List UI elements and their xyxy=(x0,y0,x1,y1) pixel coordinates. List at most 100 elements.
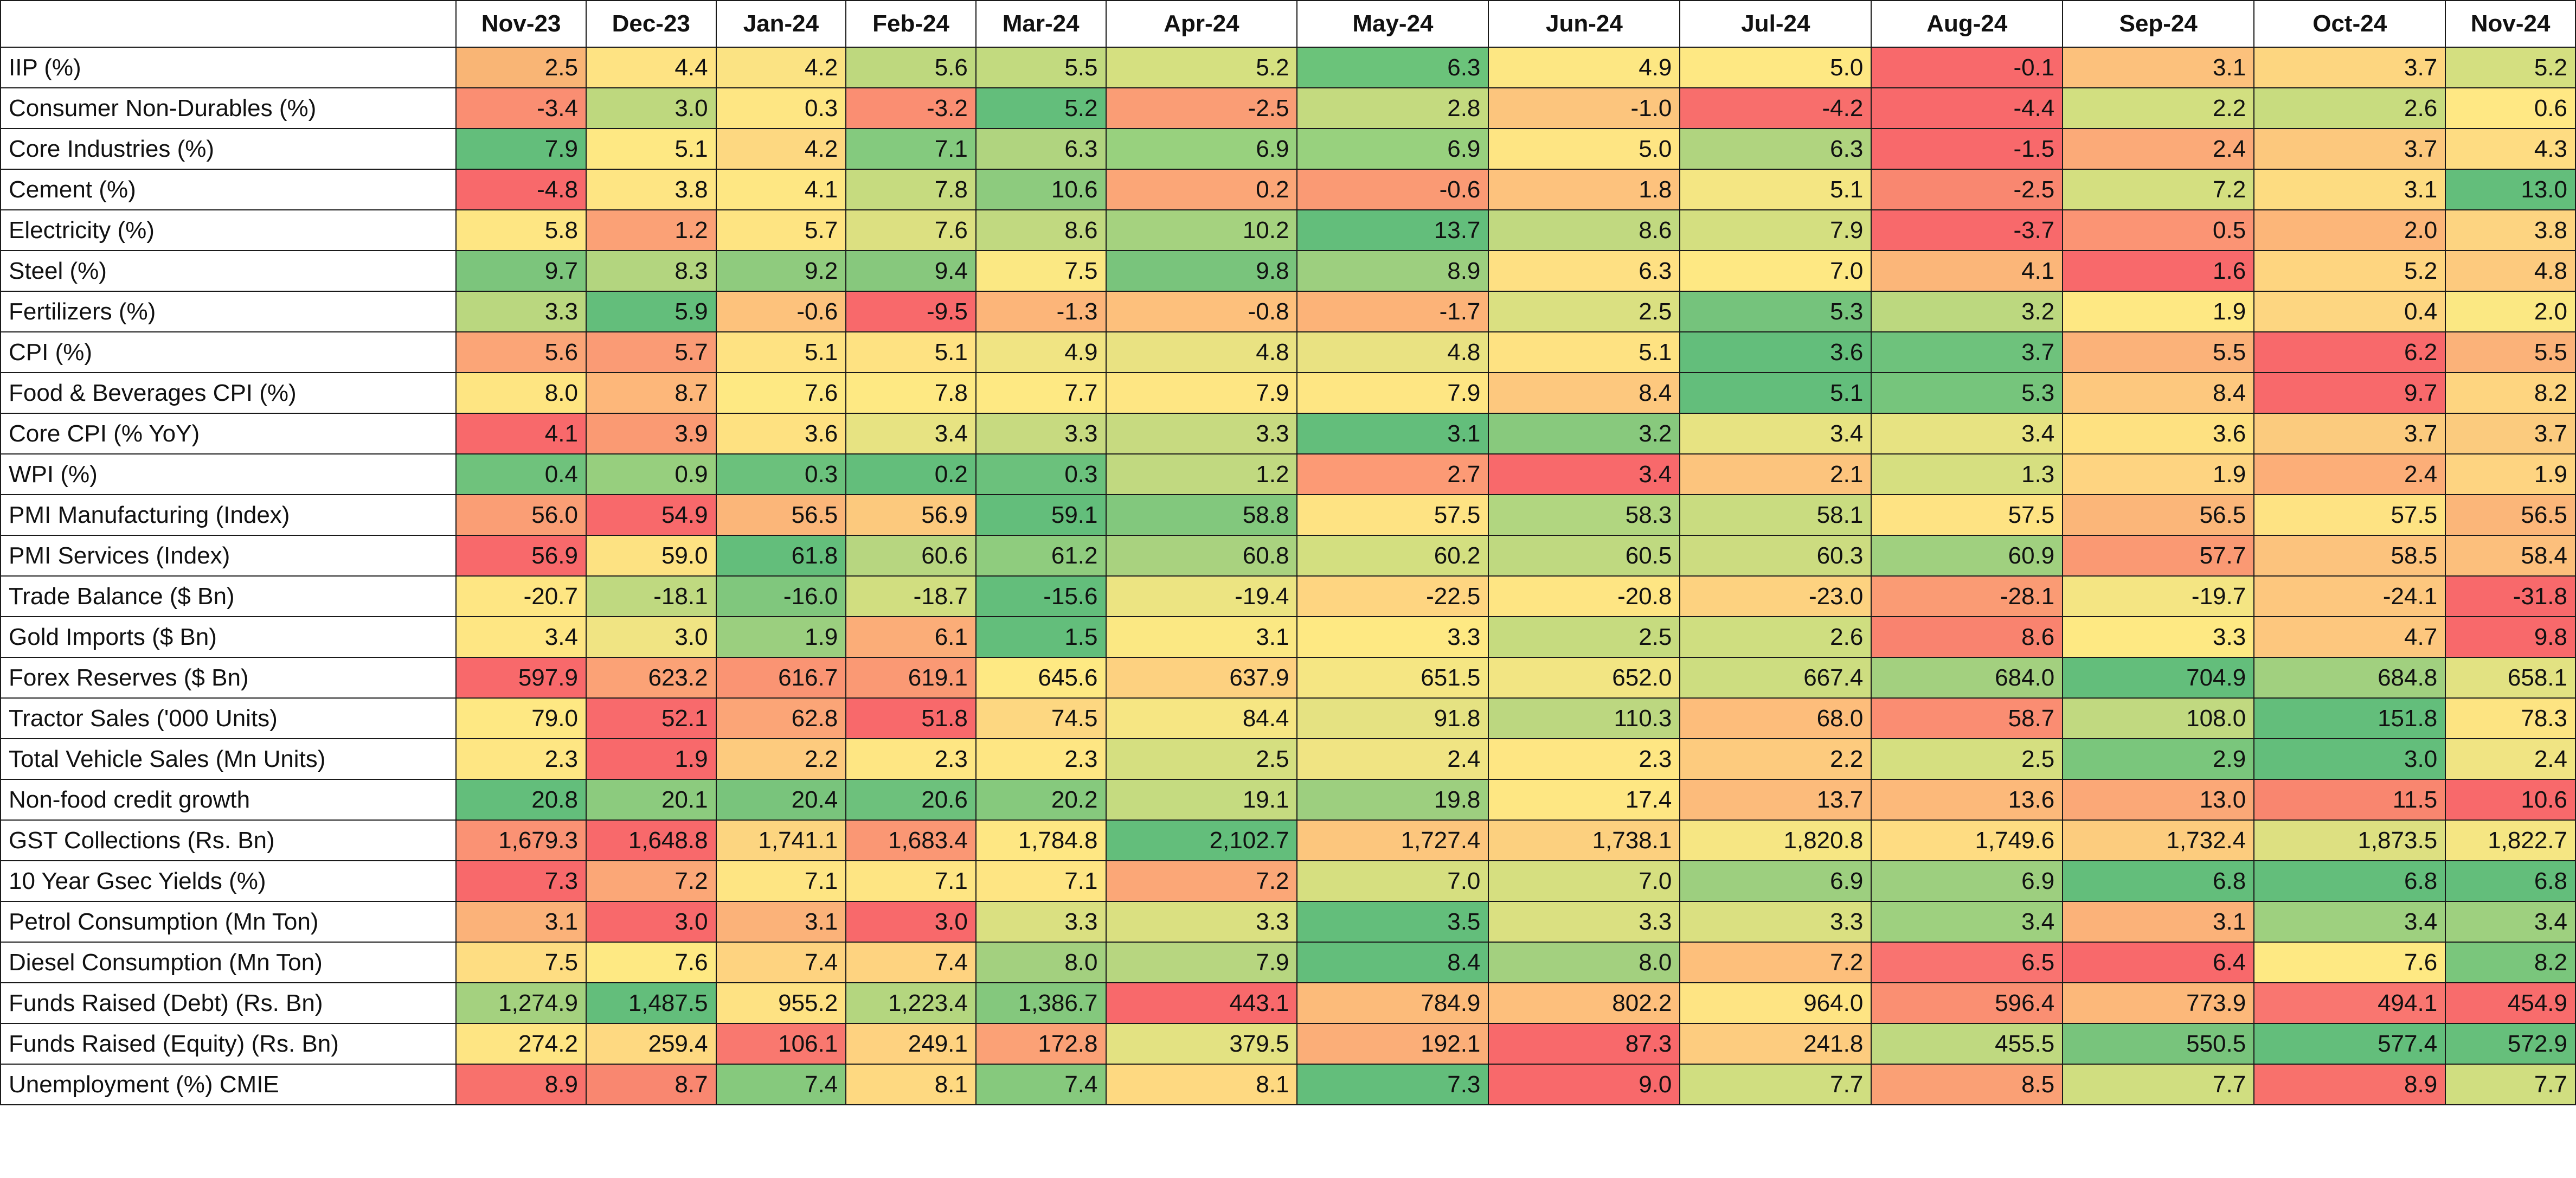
value-cell: 7.7 xyxy=(975,372,1107,414)
value-cell: 658.1 xyxy=(2445,657,2576,699)
value-cell: 0.2 xyxy=(845,453,977,495)
value-cell: 58.1 xyxy=(1679,494,1872,536)
value-cell: 1,274.9 xyxy=(455,982,587,1024)
indicator-row: Diesel Consumption (Mn Ton) 7.5 7.6 7.4 7.4 8… xyxy=(0,942,2576,983)
value-cell: 1.6 xyxy=(2062,250,2255,292)
value-cell: 3.4 xyxy=(1871,901,2064,943)
value-cell: 20.2 xyxy=(975,779,1107,821)
value-cell: 1,223.4 xyxy=(845,982,977,1024)
value-cell: 7.2 xyxy=(585,860,717,902)
value-cell: 9.2 xyxy=(715,250,847,292)
value-cell: 7.4 xyxy=(845,942,977,983)
value-cell: 2.3 xyxy=(1488,738,1681,780)
value-cell: 8.2 xyxy=(2445,372,2576,414)
value-cell: -0.6 xyxy=(1296,169,1489,210)
value-cell: 1,741.1 xyxy=(715,820,847,861)
value-cell: 6.8 xyxy=(2445,860,2576,902)
value-cell: 3.2 xyxy=(1871,291,2064,332)
value-cell: 5.2 xyxy=(975,87,1107,129)
value-cell: 10.2 xyxy=(1105,209,1298,251)
value-cell: 1,386.7 xyxy=(975,982,1107,1024)
value-cell: 619.1 xyxy=(845,657,977,699)
value-cell: 5.8 xyxy=(455,209,587,251)
value-cell: 7.3 xyxy=(1296,1064,1489,1105)
value-cell: 13.0 xyxy=(2062,779,2255,821)
value-cell: 11.5 xyxy=(2253,779,2446,821)
value-cell: 5.7 xyxy=(715,209,847,251)
value-cell: 4.8 xyxy=(2445,250,2576,292)
value-cell: 5.1 xyxy=(845,331,977,373)
value-cell: 3.0 xyxy=(585,87,717,129)
indicator-name: Core CPI (% YoY) xyxy=(0,413,457,454)
value-cell: 494.1 xyxy=(2253,982,2446,1024)
value-cell: 106.1 xyxy=(715,1023,847,1065)
value-cell: -1.0 xyxy=(1488,87,1681,129)
value-cell: 7.2 xyxy=(2062,169,2255,210)
value-cell: 1,873.5 xyxy=(2253,820,2446,861)
value-cell: 6.9 xyxy=(1679,860,1872,902)
value-cell: 3.4 xyxy=(1679,413,1872,454)
value-cell: 8.0 xyxy=(975,942,1107,983)
value-cell: 84.4 xyxy=(1105,697,1298,739)
indicator-name: Consumer Non-Durables (%) xyxy=(0,87,457,129)
value-cell: 577.4 xyxy=(2253,1023,2446,1065)
value-cell: 10.6 xyxy=(975,169,1107,210)
value-cell: 1,738.1 xyxy=(1488,820,1681,861)
value-cell: 7.7 xyxy=(1679,1064,1872,1105)
value-cell: -20.8 xyxy=(1488,575,1681,617)
value-cell: 8.4 xyxy=(2062,372,2255,414)
indicator-row: Steel (%) 9.7 8.3 9.2 9.4 7.5 9.8 8.9 6.3 7.0 4.1 1… xyxy=(0,250,2576,292)
value-cell: 13.7 xyxy=(1679,779,1872,821)
value-cell: 1.5 xyxy=(975,616,1107,658)
value-cell: 1.9 xyxy=(2062,291,2255,332)
value-cell: 7.8 xyxy=(845,372,977,414)
value-cell: 6.3 xyxy=(975,128,1107,170)
value-cell: 8.1 xyxy=(1105,1064,1298,1105)
indicator-name: Funds Raised (Debt) (Rs. Bn) xyxy=(0,982,457,1024)
value-cell: 3.3 xyxy=(1105,413,1298,454)
value-cell: 3.0 xyxy=(585,901,717,943)
value-cell: -3.7 xyxy=(1871,209,2064,251)
value-cell: 6.8 xyxy=(2253,860,2446,902)
value-cell: 8.2 xyxy=(2445,942,2576,983)
month-header: Jul-24 xyxy=(1679,0,1872,48)
value-cell: 274.2 xyxy=(455,1023,587,1065)
value-cell: 6.3 xyxy=(1488,250,1681,292)
value-cell: 9.8 xyxy=(2445,616,2576,658)
value-cell: 7.3 xyxy=(455,860,587,902)
value-cell: 0.9 xyxy=(585,453,717,495)
value-cell: 4.9 xyxy=(1488,47,1681,88)
value-cell: 7.6 xyxy=(585,942,717,983)
value-cell: -0.8 xyxy=(1105,291,1298,332)
value-cell: 2.1 xyxy=(1679,453,1872,495)
value-cell: 455.5 xyxy=(1871,1023,2064,1065)
value-cell: 8.0 xyxy=(1488,942,1681,983)
economic-indicators-heatmap-table: Nov-23 Dec-23 Jan-24 Feb-24 Mar-24 Apr-24 May-… xyxy=(0,0,2576,1105)
value-cell: 7.7 xyxy=(2445,1064,2576,1105)
indicator-name: Gold Imports ($ Bn) xyxy=(0,616,457,658)
value-cell: 3.7 xyxy=(2253,128,2446,170)
value-cell: 6.5 xyxy=(1871,942,2064,983)
value-cell: 56.9 xyxy=(845,494,977,536)
value-cell: 2.4 xyxy=(2253,453,2446,495)
value-cell: 6.9 xyxy=(1296,128,1489,170)
value-cell: 2.0 xyxy=(2445,291,2576,332)
indicator-name: Steel (%) xyxy=(0,250,457,292)
indicator-name: PMI Services (Index) xyxy=(0,535,457,577)
indicator-name: GST Collections (Rs. Bn) xyxy=(0,820,457,861)
value-cell: 623.2 xyxy=(585,657,717,699)
value-cell: 57.5 xyxy=(2253,494,2446,536)
value-cell: 3.7 xyxy=(2253,47,2446,88)
value-cell: 7.9 xyxy=(1679,209,1872,251)
value-cell: 1.9 xyxy=(2445,453,2576,495)
value-cell: 8.4 xyxy=(1488,372,1681,414)
indicator-row: IIP (%) 2.5 4.4 4.2 5.6 5.5 5.2 6.3 4.9 5.0 -0.1 3.… xyxy=(0,47,2576,88)
value-cell: 5.0 xyxy=(1679,47,1872,88)
value-cell: 2.5 xyxy=(1871,738,2064,780)
value-cell: 8.6 xyxy=(1488,209,1681,251)
month-header-row: Nov-23 Dec-23 Jan-24 Feb-24 Mar-24 Apr-24 May-… xyxy=(0,0,2576,48)
value-cell: 8.9 xyxy=(455,1064,587,1105)
month-header: Dec-23 xyxy=(585,0,717,48)
month-header: May-24 xyxy=(1296,0,1489,48)
value-cell: 6.4 xyxy=(2062,942,2255,983)
